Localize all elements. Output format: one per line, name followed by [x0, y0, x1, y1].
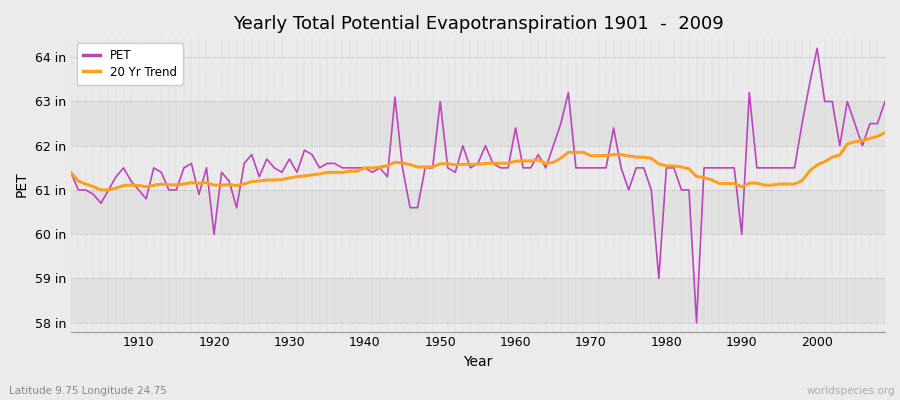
PET [600, 166, 611, 170]
X-axis label: Year: Year [464, 355, 492, 369]
20 Yr Trend [510, 159, 521, 164]
PET [510, 126, 521, 130]
Y-axis label: PET: PET [15, 172, 29, 197]
PET [691, 320, 702, 325]
20 Yr Trend [299, 174, 310, 178]
Line: 20 Yr Trend: 20 Yr Trend [71, 133, 885, 190]
PET [292, 170, 302, 175]
20 Yr Trend [133, 183, 144, 188]
PET [66, 170, 77, 175]
20 Yr Trend [879, 130, 890, 135]
PET [879, 99, 890, 104]
Line: PET: PET [71, 48, 885, 323]
Title: Yearly Total Potential Evapotranspiration 1901  -  2009: Yearly Total Potential Evapotranspiratio… [232, 15, 724, 33]
Bar [71, 146, 885, 190]
Legend: PET, 20 Yr Trend: PET, 20 Yr Trend [76, 43, 183, 84]
Bar [71, 102, 885, 146]
20 Yr Trend [95, 188, 106, 192]
Text: worldspecies.org: worldspecies.org [807, 386, 896, 396]
20 Yr Trend [66, 170, 77, 175]
20 Yr Trend [518, 159, 528, 164]
20 Yr Trend [608, 152, 619, 157]
Bar [71, 57, 885, 102]
Text: Latitude 9.75 Longitude 24.75: Latitude 9.75 Longitude 24.75 [9, 386, 166, 396]
Bar [71, 190, 885, 234]
Bar [71, 278, 885, 323]
PET [503, 166, 514, 170]
Bar [71, 234, 885, 278]
20 Yr Trend [345, 169, 356, 174]
PET [126, 179, 137, 184]
PET [812, 46, 823, 51]
PET [337, 166, 347, 170]
